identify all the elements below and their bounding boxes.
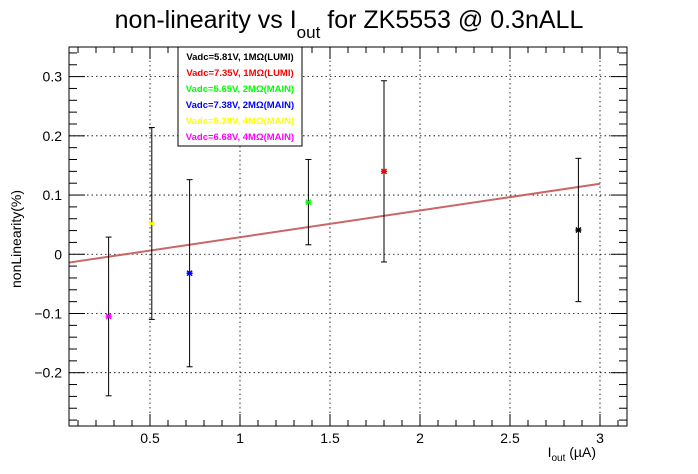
legend-entry: Vadc=7.35V, 1MΩ(LUMI) (186, 68, 293, 79)
x-axis-label: Iout (µA) (548, 444, 596, 464)
chart-title-main: non-linearity vs I (115, 6, 297, 34)
grid (69, 47, 627, 426)
legend-box (177, 46, 303, 147)
y-tick-label: 0.2 (43, 128, 63, 144)
data-point (186, 179, 193, 368)
chart-title-rest: for ZK5553 @ 0.3nALL (320, 6, 583, 34)
legend-entry: Vadc=6.68V, 4MΩ(MAIN) (186, 132, 294, 143)
data-point (575, 157, 582, 303)
marker (148, 220, 155, 227)
marker (105, 313, 112, 320)
data-point (305, 159, 312, 246)
data-point (380, 80, 388, 263)
fit-line (68, 182, 601, 264)
y-tick-label: −0.2 (34, 365, 62, 381)
x-tick-label: 2 (416, 430, 424, 446)
y-tick-label: 0.3 (43, 69, 63, 85)
ticks (69, 47, 627, 426)
legend-entry: Vadc=5.65V, 2MΩ(MAIN) (186, 84, 294, 95)
chart-title-subscript: out (297, 23, 321, 42)
x-tick-label: 2.5 (500, 430, 520, 446)
marker (380, 168, 388, 175)
fit-layer (68, 182, 601, 264)
data-point (148, 127, 155, 320)
points-layer (105, 80, 582, 397)
x-axis-label-subscript: out (551, 453, 565, 464)
legend-entry: Vadc=5.81V, 1MΩ(LUMI) (186, 52, 293, 63)
x-tick-label: 1.5 (320, 430, 340, 446)
x-tick-label: 1 (236, 430, 244, 446)
legend: Vadc=5.81V, 1MΩ(LUMI) Vadc=7.35V, 1MΩ(LUM… (177, 46, 303, 147)
legend-entry: Vadc=5.38V, 4MΩ(MAIN) (186, 116, 294, 127)
marker (575, 226, 582, 234)
chart-title: non-linearity vs Iout for ZK5553 @ 0.3nA… (115, 6, 584, 42)
x-tick-label: 0.5 (140, 430, 160, 446)
marker (186, 270, 193, 277)
x-axis-label-main: I (548, 444, 552, 460)
x-axis-label-unit: (µA) (565, 444, 596, 460)
legend-entry: Vadc=7.38V, 2MΩ(MAIN) (186, 100, 294, 111)
plot-frame (68, 46, 628, 427)
marker (305, 199, 312, 206)
tick-labels: 0.5 1 1.5 2 2.5 3 −0.2 −0.1 0 0.1 0.2 0.3 (34, 69, 604, 446)
y-tick-label: 0 (54, 246, 62, 262)
y-tick-label: −0.1 (34, 305, 62, 321)
data-point (105, 236, 112, 397)
y-tick-label: 0.1 (43, 187, 63, 203)
legend-entries: Vadc=5.81V, 1MΩ(LUMI) Vadc=7.35V, 1MΩ(LUM… (186, 52, 294, 143)
x-tick-label: 3 (596, 430, 604, 446)
y-axis-label: nonLinearity(%) (8, 190, 24, 288)
